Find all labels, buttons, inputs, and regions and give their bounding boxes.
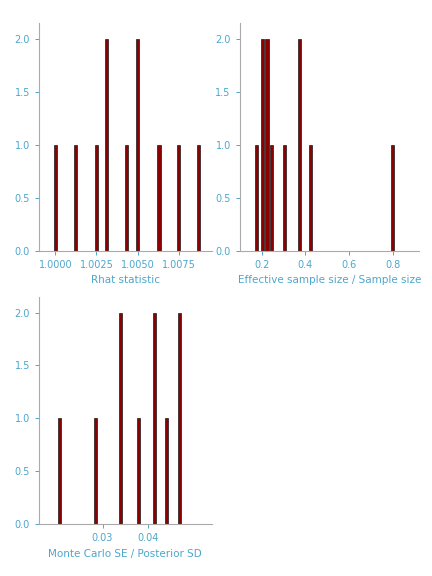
Bar [283, 145, 286, 251]
Bar [391, 145, 394, 251]
Bar [157, 145, 161, 251]
Bar [94, 418, 97, 524]
Bar [177, 145, 180, 251]
Bar [73, 145, 76, 251]
Bar [105, 39, 108, 251]
Bar [124, 145, 128, 251]
Bar [178, 313, 181, 524]
X-axis label: Effective sample size / Sample size: Effective sample size / Sample size [238, 275, 421, 285]
Bar [153, 313, 156, 524]
Bar [261, 39, 264, 251]
X-axis label: Rhat statistic: Rhat statistic [91, 275, 160, 285]
Bar [137, 418, 140, 524]
X-axis label: Monte Carlo SE / Posterior SD: Monte Carlo SE / Posterior SD [48, 549, 202, 559]
Bar [95, 145, 98, 251]
Bar [266, 39, 269, 251]
Bar [197, 145, 200, 251]
Bar [309, 145, 312, 251]
Bar [119, 313, 122, 524]
Bar [254, 145, 258, 251]
Bar [136, 39, 139, 251]
Bar [270, 145, 273, 251]
Bar [54, 145, 57, 251]
Bar [298, 39, 302, 251]
Bar [58, 418, 61, 524]
Bar [165, 418, 168, 524]
